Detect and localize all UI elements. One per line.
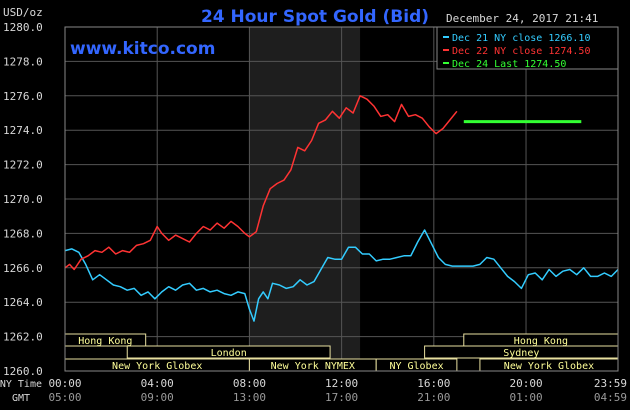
grid (65, 27, 618, 371)
legend-label: Dec 21 NY close 1266.10 (452, 33, 590, 44)
session-label: NY Globex (389, 361, 443, 372)
x-tick-label-gmt: 01:00 (509, 391, 542, 404)
session-label: New York Globex (112, 361, 202, 372)
ny-time-label: NY Time (0, 379, 42, 390)
legend-label: Dec 22 NY close 1274.50 (452, 46, 590, 57)
legend-item: Dec 24 Last 1274.50 (443, 59, 566, 70)
session-bar: New York NYMEX (248, 358, 377, 372)
session-bar: Sydney (424, 345, 619, 359)
x-tick-label-gmt: 04:59 (594, 391, 627, 404)
legend-swatch (443, 49, 449, 51)
y-tick-label: 1270.0 (3, 193, 43, 206)
y-axis-ticks: 1260.0 1262.0 1264.0 1266.0 1268.0 1270.0 1272… (3, 21, 43, 378)
x-tick-label-gmt: 09:00 (141, 391, 174, 404)
legend-item: Dec 22 NY close 1274.50 (443, 46, 590, 57)
x-tick-label-ny: 00:00 (48, 377, 81, 390)
session-bar: Hong Kong (64, 333, 147, 347)
y-tick-label: 1264.0 (3, 296, 43, 309)
session-bar: London (126, 345, 331, 359)
website-label: www.kitco.com (70, 39, 215, 59)
session-label: London (211, 348, 247, 359)
y-tick-label: 1280.0 (3, 21, 43, 34)
series-line (64, 95, 458, 271)
x-tick-label-ny: 20:00 (509, 377, 542, 390)
currency-unit: USD/oz (3, 6, 43, 19)
x-tick-label-ny: 04:00 (141, 377, 174, 390)
legend-box (436, 26, 619, 70)
y-tick-label: 1278.0 (3, 55, 43, 68)
y-tick-label: 1266.0 (3, 262, 43, 275)
x-tick-label-gmt: 13:00 (233, 391, 266, 404)
session-bar: New York Globex (479, 358, 619, 372)
market-sessions: Hong Kong Hong Kong London Sydney New York G… (64, 333, 619, 372)
y-tick-label: 1268.0 (3, 227, 43, 240)
y-tick-label: 1274.0 (3, 124, 43, 137)
legend-label: Dec 24 Last 1274.50 (452, 59, 566, 70)
session-label: Hong Kong (514, 336, 568, 347)
legend-swatch (443, 36, 449, 38)
session-label: Hong Kong (78, 336, 132, 347)
legend-swatch (443, 62, 449, 64)
date-time: December 24, 2017 21:41 (446, 12, 598, 25)
y-tick-label: 1262.0 (3, 331, 43, 344)
x-tick-label-gmt: 05:00 (48, 391, 81, 404)
session-bar: NY Globex (375, 358, 458, 372)
y-tick-label: 1272.0 (3, 159, 43, 172)
x-tick-label-gmt: 21:00 (417, 391, 450, 404)
plot-border (64, 26, 619, 372)
x-tick-label-ny: 12:00 (325, 377, 358, 390)
session-label: New York NYMEX (271, 361, 355, 372)
session-box (126, 345, 331, 359)
gmt-label: GMT (12, 393, 30, 404)
x-tick-label-gmt: 17:00 (325, 391, 358, 404)
y-tick-label: 1260.0 (3, 365, 43, 378)
chart-title: 24 Hour Spot Gold (Bid) (201, 7, 429, 27)
session-bar: New York Globex (64, 358, 250, 372)
x-tick-label-ny: 08:00 (233, 377, 266, 390)
price-series (64, 95, 619, 322)
y-tick-label: 1276.0 (3, 90, 43, 103)
session-label: New York Globex (504, 361, 594, 372)
series-line (64, 229, 619, 322)
session-label: Sydney (503, 348, 539, 359)
x-tick-label-ny: 16:00 (417, 377, 450, 390)
legend-item: Dec 21 NY close 1266.10 (443, 33, 590, 44)
session-bar: Hong Kong (463, 333, 619, 347)
x-tick-label-ny: 23:59 (594, 377, 627, 390)
